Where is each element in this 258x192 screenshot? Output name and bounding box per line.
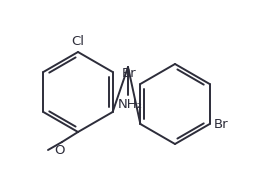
Text: NH₂: NH₂: [117, 98, 142, 111]
Text: Br: Br: [122, 67, 136, 80]
Text: Cl: Cl: [71, 35, 85, 48]
Text: O: O: [55, 144, 65, 157]
Text: Br: Br: [214, 118, 228, 131]
